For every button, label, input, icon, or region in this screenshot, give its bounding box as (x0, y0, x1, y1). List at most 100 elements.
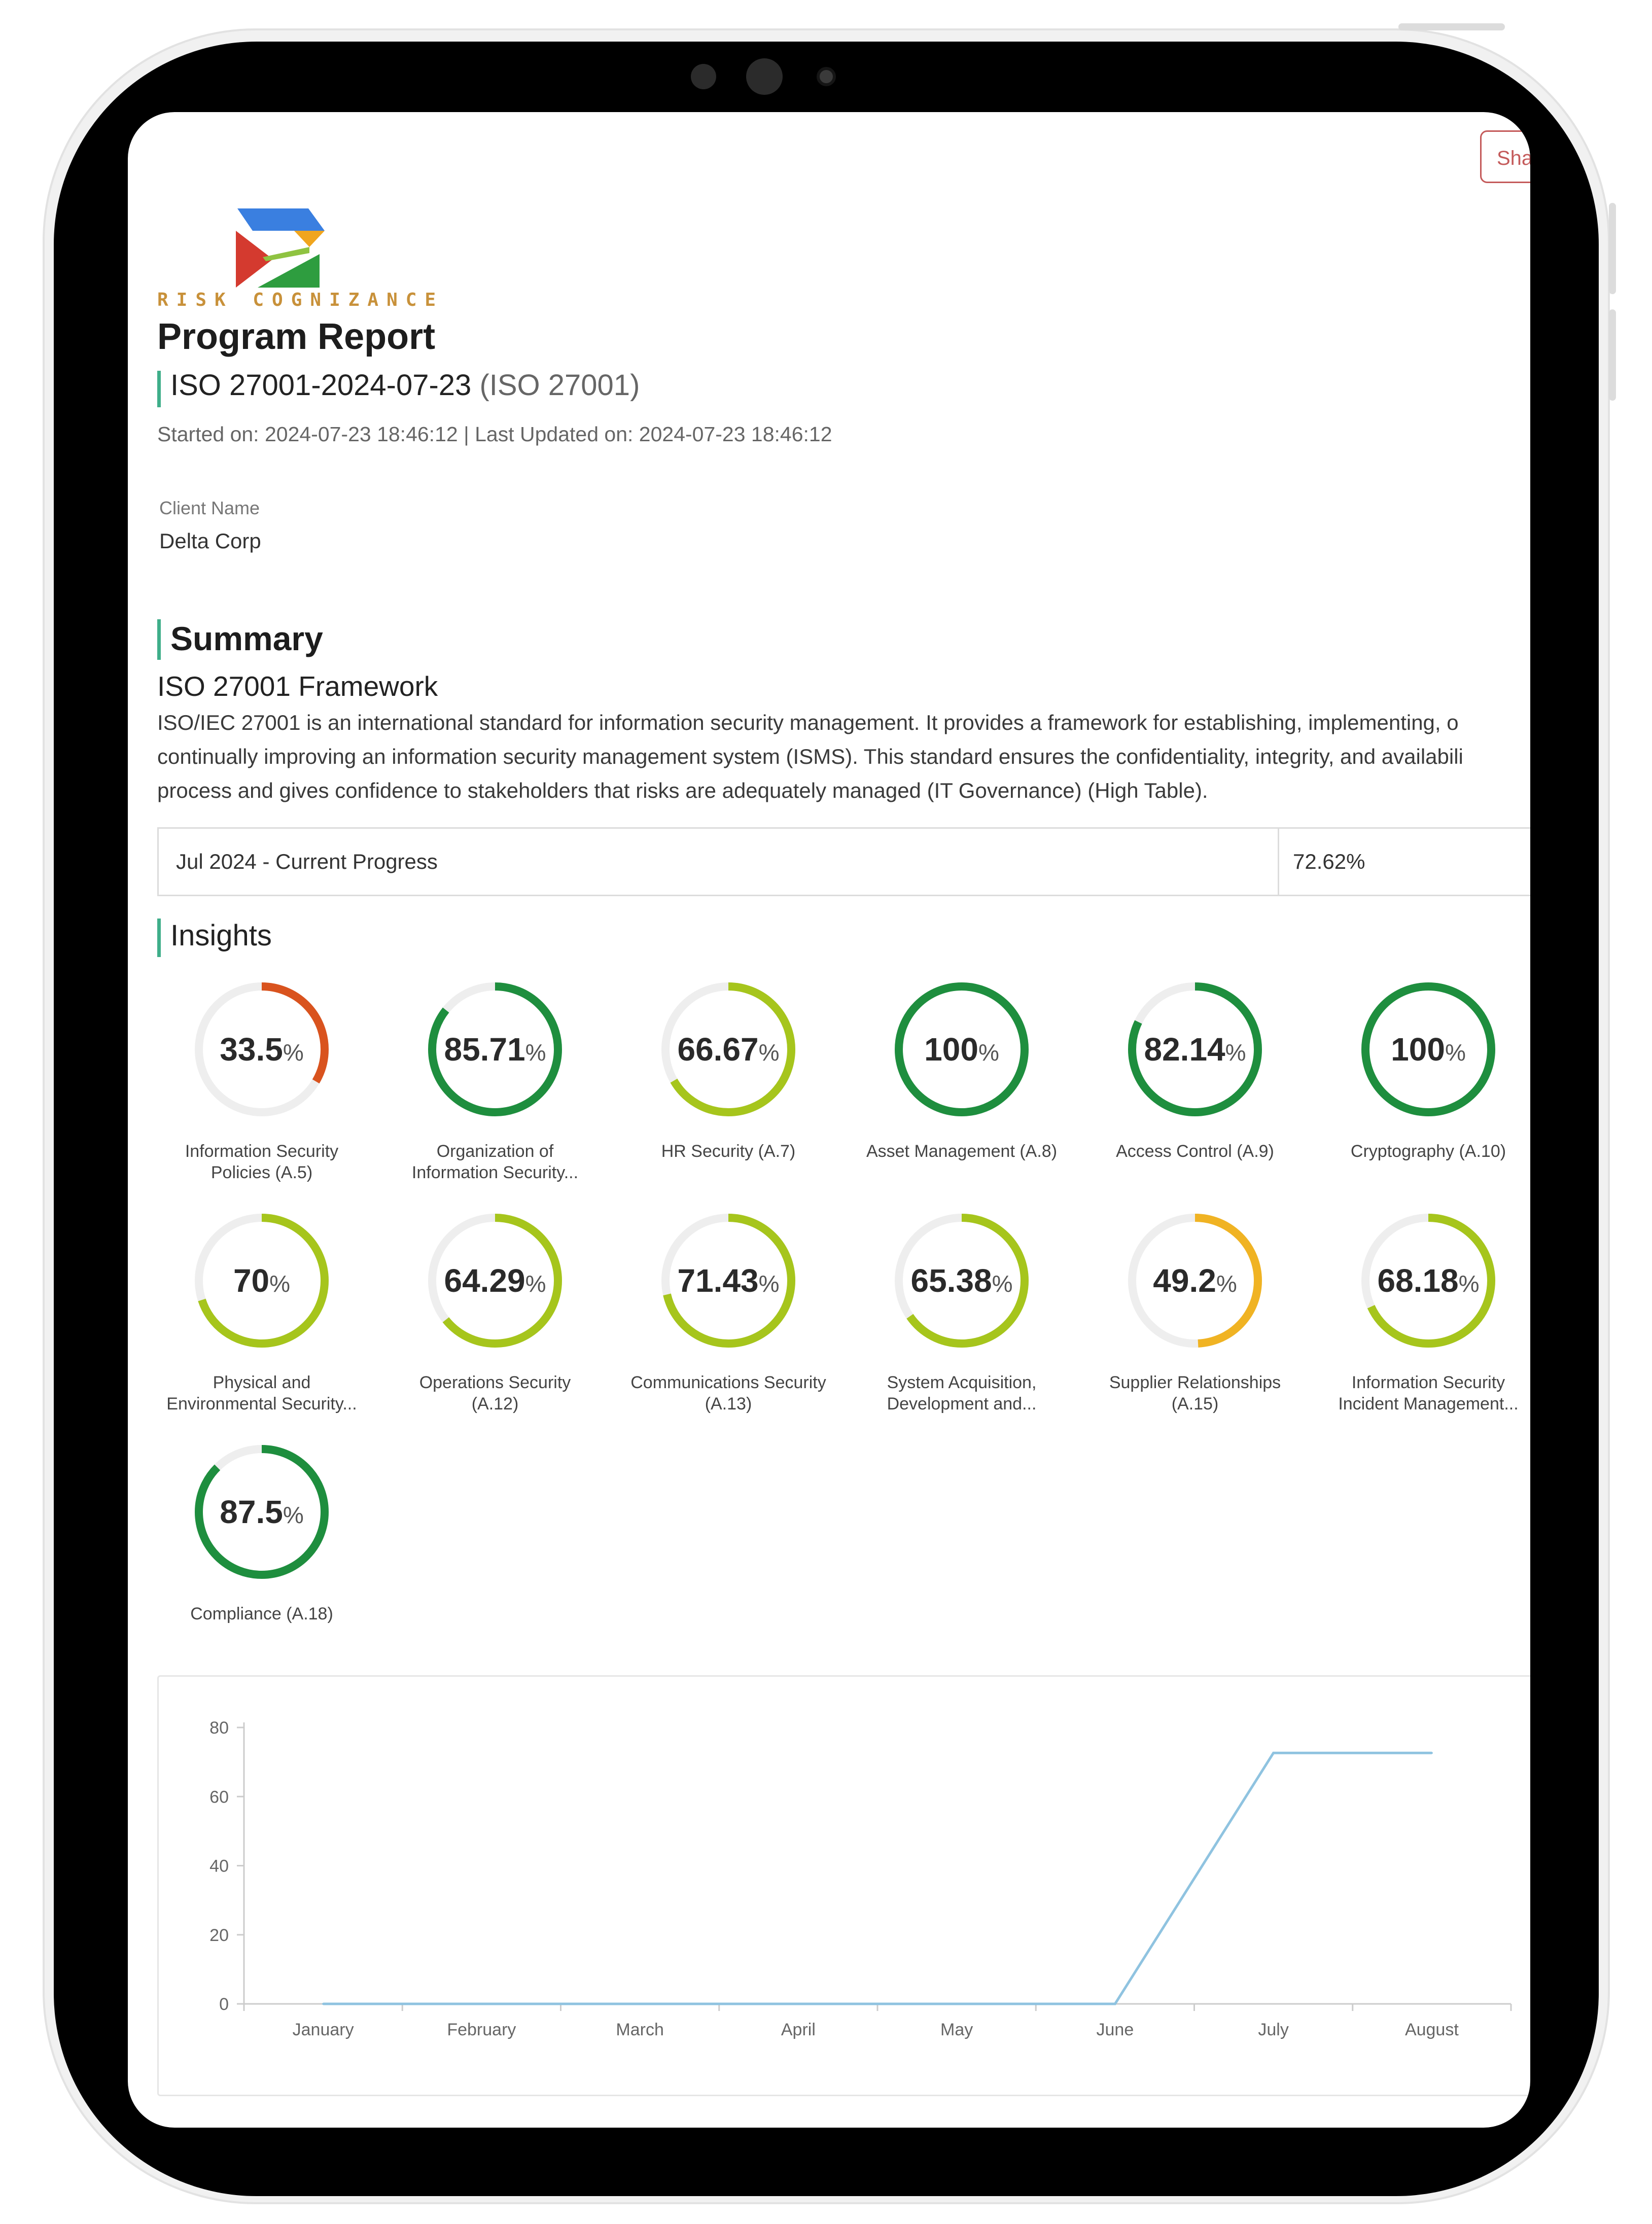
gauge-arc (661, 982, 795, 1116)
gauge-percent-sign: % (992, 1270, 1013, 1297)
gauge-label-line: Development and... (887, 1394, 1037, 1414)
gauge-ring (195, 1214, 329, 1348)
description-line: ISO/IEC 27001 is an international standa… (157, 711, 1459, 734)
description-line: continually improving an information sec… (157, 745, 1463, 768)
gauge-value: 65.38% (845, 1210, 1078, 1352)
share-button[interactable]: Sha (1480, 130, 1530, 183)
gauge-ring (661, 982, 795, 1116)
gauge-label-line: Communications Security (630, 1373, 826, 1392)
gauge-value: 66.67% (612, 978, 845, 1120)
insight-gauge: 66.67% HR Security (A.7) (612, 978, 845, 1181)
gauge-number: 49.2 (1153, 1262, 1216, 1299)
gauge-percent-sign: % (525, 1039, 546, 1066)
y-tick-label: 40 (209, 1857, 229, 1876)
insight-gauge: 82.14% Access Control (A.9) (1078, 978, 1312, 1181)
gauge-number: 85.71 (444, 1031, 525, 1068)
y-tick-label: 20 (209, 1926, 229, 1945)
x-tick-label: May (940, 2020, 973, 2039)
gauge-label-line: (A.15) (1171, 1394, 1219, 1414)
framework-title: ISO 27001 Framework (157, 670, 438, 702)
gauge-label: System Acquisition, Development and... (845, 1372, 1078, 1415)
gauge-label: Operations Security (A.12) (378, 1372, 612, 1415)
gauge-arc (195, 982, 329, 1116)
gauge-percent-sign: % (1225, 1039, 1246, 1066)
device-top-button (1398, 23, 1505, 30)
gauge-ring (895, 1214, 1029, 1348)
insight-gauge: 64.29% Operations Security (A.12) (378, 1210, 612, 1415)
gauge-number: 82.14 (1144, 1031, 1225, 1068)
gauge-arc (428, 982, 562, 1116)
gauge-value: 49.2% (1078, 1210, 1312, 1352)
gauge-value: 82.14% (1078, 978, 1312, 1120)
gauge-number: 66.67 (677, 1031, 759, 1068)
gauge-label: Supplier Relationships (A.15) (1078, 1372, 1312, 1415)
y-tick-label: 80 (209, 1718, 229, 1738)
gauge-value: 100% (845, 978, 1078, 1120)
gauge-value: 71.43% (612, 1210, 845, 1352)
gauge-percent-sign: % (269, 1270, 291, 1297)
gauge-label: Compliance (A.18) (145, 1603, 378, 1625)
gauge-number: 64.29 (444, 1262, 525, 1299)
gauge-value: 33.5% (145, 978, 378, 1120)
gauge-label: Physical and Environmental Security... (145, 1372, 378, 1415)
gauge-label-line: System Acquisition, (887, 1373, 1037, 1392)
gauge-label-line: (A.12) (471, 1394, 519, 1414)
gauge-percent-sign: % (1445, 1039, 1466, 1066)
company-logo (236, 208, 325, 288)
x-tick-label: July (1258, 2020, 1288, 2039)
gauge-arc (1361, 982, 1495, 1116)
gauge-arc (1128, 982, 1262, 1116)
gauge-ring (195, 982, 329, 1116)
insight-gauge: 33.5% Information Security Policies (A.5) (145, 978, 378, 1182)
gauge-percent-sign: % (758, 1039, 780, 1066)
program-dates: Started on: 2024-07-23 18:46:12 | Last U… (157, 422, 832, 446)
gauge-label: Access Control (A.9) (1078, 1141, 1312, 1162)
insight-gauge: 85.71% Organization of Information Securit… (378, 978, 612, 1182)
data-point (480, 2003, 483, 2005)
x-tick-label: March (616, 2020, 663, 2039)
insight-gauge: 65.38% System Acquisition, Development and… (845, 1210, 1078, 1415)
insight-gauge: 49.2% Supplier Relationships (A.15) (1078, 1210, 1312, 1415)
gauge-ring (895, 982, 1029, 1116)
data-point (1272, 1752, 1275, 1754)
gauge-ring (1128, 1214, 1262, 1348)
data-point (322, 2003, 325, 2005)
series-line (323, 1751, 1432, 2005)
progress-value: 72.62% (1293, 850, 1365, 873)
gauge-number: 87.5 (220, 1494, 283, 1530)
y-tick-label: 0 (219, 1995, 229, 2014)
accent-bar (157, 619, 161, 660)
gauge-value: 68.18% (1312, 1210, 1530, 1352)
x-tick-label: August (1405, 2020, 1459, 2039)
gauge-label-line: Environmental Security... (166, 1394, 357, 1414)
gauge-ring (195, 1445, 329, 1579)
gauge-label-line: Physical and (213, 1373, 311, 1392)
data-point (956, 2003, 958, 2005)
gauge-value: 100% (1312, 978, 1530, 1120)
progress-chart: 0 20 40 60 80 January February March April May Jun… (157, 1675, 1530, 2096)
gauge-label-line: Access Control (A.9) (1116, 1142, 1274, 1161)
gauge-label: Information Security Incident Management.… (1312, 1372, 1530, 1415)
gauge-value: 64.29% (378, 1210, 612, 1352)
gauge-number: 65.38 (910, 1262, 992, 1299)
insight-gauge: 70% Physical and Environmental Security... (145, 1210, 378, 1415)
data-point (1430, 1752, 1433, 1754)
x-tick-label: April (781, 2020, 816, 2039)
client-name-value: Delta Corp (159, 529, 261, 553)
screen: Sha RISK COGNIZANCE Program Report ISO 2… (128, 112, 1530, 2128)
device-volume-up (1609, 203, 1616, 294)
gauge-ring (1128, 982, 1262, 1116)
gauge-label: Cryptography (A.10) (1312, 1141, 1530, 1162)
gauge-number: 68.18 (1377, 1262, 1459, 1299)
gauge-number: 100 (924, 1031, 978, 1068)
gauge-arc (195, 1214, 329, 1348)
gauge-ring (1361, 1214, 1495, 1348)
gauge-label: Communications Security (A.13) (612, 1372, 845, 1415)
program-name: ISO 27001-2024-07-23 (170, 369, 472, 402)
gauge-percent-sign: % (283, 1502, 304, 1528)
framework-description: ISO/IEC 27001 is an international standa… (157, 705, 1530, 807)
client-name-label: Client Name (159, 498, 260, 518)
gauge-value: 70% (145, 1210, 378, 1352)
gauge-label-line: Operations Security (419, 1373, 571, 1392)
data-point (797, 2003, 799, 2005)
